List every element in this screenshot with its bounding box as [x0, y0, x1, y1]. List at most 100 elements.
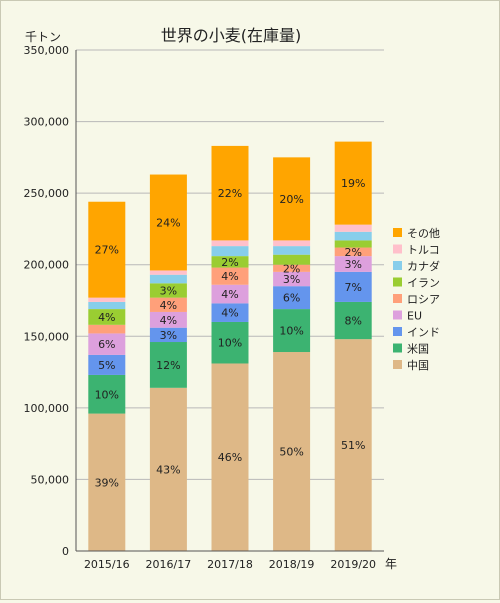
y-tick-label: 300,000: [24, 116, 70, 129]
data-label: 3%: [344, 258, 361, 271]
data-label: 4%: [221, 307, 238, 320]
data-label: 51%: [341, 439, 365, 452]
bar-segment: [149, 311, 187, 328]
y-tick-label: 250,000: [24, 187, 70, 200]
bar-segment: [273, 309, 311, 353]
y-tick-label: 200,000: [24, 259, 70, 272]
data-label: 46%: [218, 451, 242, 464]
data-label: 50%: [279, 446, 303, 459]
bar-segment: [211, 303, 249, 322]
data-label: 3%: [160, 284, 177, 297]
y-axis-unit-label: 千トン: [25, 30, 61, 44]
bar-segment: [273, 352, 311, 551]
data-label: 4%: [98, 311, 115, 324]
bar-segment: [88, 333, 126, 355]
bar-segment: [273, 254, 311, 265]
bar-segment: [211, 321, 249, 364]
bar-segment: [273, 271, 311, 287]
bar-segment: [211, 363, 249, 551]
bar-segment: [149, 283, 187, 298]
bar-segment: [88, 309, 126, 325]
data-label: 3%: [160, 329, 177, 342]
legend-label: イラン: [407, 277, 440, 290]
data-label: 2%: [221, 256, 238, 269]
bar-segment: [211, 145, 249, 241]
data-label: 10%: [218, 337, 242, 350]
x-axis-unit-label: 年: [385, 557, 397, 571]
data-label: 12%: [156, 359, 180, 372]
bar-segment: [88, 301, 126, 310]
legend-label: 中国: [407, 359, 429, 372]
bar-segment: [273, 246, 311, 255]
data-label: 2%: [283, 262, 300, 275]
x-tick-label: 2019/20: [330, 558, 376, 571]
data-label: 4%: [160, 299, 177, 312]
legend-label: カナダ: [407, 259, 440, 273]
bar-segment: [334, 240, 372, 248]
bar-segment: [334, 224, 372, 232]
legend-label: ロシア: [407, 293, 440, 306]
data-label: 4%: [160, 314, 177, 327]
bar-segment: [334, 301, 372, 340]
bar-segment: [273, 157, 311, 241]
bar-segment: [149, 270, 187, 275]
x-tick-label: 2018/19: [269, 558, 315, 571]
x-tick-label: 2015/16: [84, 558, 130, 571]
legend-swatch: [393, 228, 402, 237]
x-tick-label: 2017/18: [207, 558, 253, 571]
data-label: 24%: [156, 216, 180, 229]
legend-swatch: [393, 261, 402, 270]
bar-segment: [273, 264, 311, 272]
chart-title: 世界の小麦(在庫量): [161, 26, 302, 45]
bar-segment: [334, 141, 372, 225]
legend-swatch: [393, 360, 402, 369]
bar-segment: [149, 297, 187, 312]
data-label: 10%: [95, 388, 119, 401]
bar-segment: [149, 387, 187, 551]
bar-segment: [88, 297, 126, 302]
legend-label: EU: [407, 310, 422, 323]
data-label: 19%: [341, 177, 365, 190]
bar-segment: [211, 284, 249, 304]
y-tick-label: 350,000: [24, 44, 70, 57]
legend-swatch: [393, 327, 402, 336]
legend-swatch: [393, 277, 402, 287]
data-label: 3%: [283, 273, 300, 286]
data-label: 6%: [283, 292, 300, 305]
bar-segment: [334, 231, 372, 241]
data-label: 22%: [218, 187, 242, 200]
axes-group: 0 50,000 100,000 150,000 200,000 250,000 300,0…: [24, 44, 384, 571]
bar-segment: [334, 256, 372, 272]
legend-label: その他: [407, 227, 440, 240]
data-label: 10%: [279, 325, 303, 338]
bar-segment: [149, 327, 187, 343]
legend-label: インド: [407, 326, 440, 339]
x-tick-label: 2016/17: [146, 558, 192, 571]
bar-segment: [88, 201, 126, 298]
data-label: 4%: [221, 270, 238, 283]
data-label: 27%: [95, 244, 119, 257]
bar-segment: [334, 339, 372, 551]
y-tick-label: 150,000: [24, 330, 70, 343]
bar-segment: [88, 324, 126, 334]
bar-segment: [88, 354, 126, 375]
data-label: 7%: [344, 281, 361, 294]
legend-label: トルコ: [407, 244, 440, 257]
data-label: 8%: [344, 315, 361, 328]
data-label: 39%: [95, 476, 119, 489]
data-label: 4%: [221, 288, 238, 301]
data-label: 6%: [98, 338, 115, 351]
bar-segment: [211, 246, 249, 257]
bar-segment: [88, 374, 126, 414]
legend-swatch: [393, 294, 402, 303]
legend-swatch: [393, 343, 402, 353]
bar-segment: [211, 240, 249, 247]
bars-group: 39% 10% 5% 6% 4% 27% 43% 12% 3% 4% 4% 3% 24% 46% 10% 4%…: [88, 141, 372, 551]
legend-swatch: [393, 310, 402, 320]
bar-segment: [149, 274, 187, 284]
bar-segment: [211, 267, 249, 285]
bar-segment: [273, 240, 311, 247]
